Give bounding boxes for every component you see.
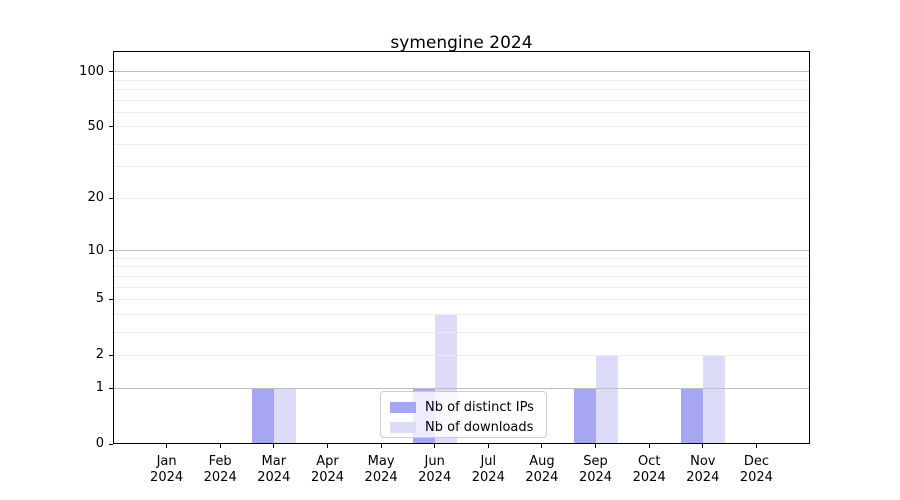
y-tick xyxy=(109,387,113,389)
gridline-minor xyxy=(113,298,810,300)
legend: Nb of distinct IPs Nb of downloads xyxy=(380,391,547,438)
gridline-minor xyxy=(113,331,810,333)
gridline-minor xyxy=(113,354,810,356)
x-tick xyxy=(327,444,328,448)
x-tick-label-jun: Jun 2024 xyxy=(418,454,452,485)
y-tick-label: 50 xyxy=(87,118,104,134)
legend-row-distinct-ips: Nb of distinct IPs xyxy=(390,397,546,417)
x-tick xyxy=(487,444,489,448)
gridline-major xyxy=(113,387,810,389)
x-tick-label-feb: Feb 2024 xyxy=(203,454,237,485)
bar-downloads-mar xyxy=(273,388,296,444)
bar-downloads-nov xyxy=(702,355,725,444)
y-tick xyxy=(109,250,113,251)
x-tick-label-aug: Aug 2024 xyxy=(525,454,559,485)
x-tick-label-oct: Oct 2024 xyxy=(632,454,666,485)
gridline-major xyxy=(113,71,810,73)
gridline-minor xyxy=(113,257,810,259)
x-tick xyxy=(702,444,704,448)
gridline-minor xyxy=(113,79,810,81)
x-tick xyxy=(541,444,543,448)
x-tick xyxy=(166,444,168,448)
x-tick-label-nov: Nov 2024 xyxy=(686,454,720,485)
bar-distinct-ips-sep xyxy=(573,388,596,444)
bar-downloads-sep xyxy=(595,355,618,444)
y-tick-label: 100 xyxy=(79,63,104,79)
legend-row-downloads: Nb of downloads xyxy=(390,417,546,437)
x-tick-label-mar: Mar 2024 xyxy=(257,454,291,485)
x-tick-label-dec: Dec 2024 xyxy=(739,454,773,485)
gridline-minor xyxy=(113,88,810,90)
legend-label-distinct-ips: Nb of distinct IPs xyxy=(425,399,534,415)
y-tick xyxy=(109,298,113,300)
y-tick xyxy=(109,354,113,356)
gridline-minor xyxy=(113,126,810,128)
y-tick xyxy=(109,71,113,73)
y-tick-label: 0 xyxy=(95,436,104,451)
x-tick-label-apr: Apr 2024 xyxy=(310,454,345,485)
x-tick xyxy=(648,444,650,448)
legend-swatch-distinct-ips xyxy=(390,401,416,413)
gridline-minor xyxy=(113,143,810,145)
legend-swatch-downloads xyxy=(390,421,416,433)
chart-title: symengine 2024 xyxy=(390,33,533,53)
y-tick-label: 1 xyxy=(95,380,104,396)
gridline-minor xyxy=(113,166,810,168)
x-tick-label-sep: Sep 2024 xyxy=(578,454,613,485)
x-tick-label-jan: Jan 2024 xyxy=(150,454,184,485)
x-tick xyxy=(273,444,275,448)
y-tick-label: 10 xyxy=(87,242,104,258)
gridline-minor xyxy=(113,286,810,288)
gridline-minor xyxy=(113,275,810,277)
y-tick xyxy=(109,197,113,199)
bar-distinct-ips-nov xyxy=(680,388,703,444)
x-tick-label-may: May 2024 xyxy=(364,454,398,485)
gridline-minor xyxy=(113,266,810,268)
y-tick-label: 2 xyxy=(95,347,104,363)
gridline-major xyxy=(113,250,810,251)
plot-area: 0 1 2 5 10 20 50 100 Jan 2024 Feb 2024 Mar 2024 Apr 202… xyxy=(79,51,810,485)
y-tick-label: 20 xyxy=(87,190,104,206)
y-tick xyxy=(109,443,113,445)
x-tick-label-jul: Jul 2024 xyxy=(471,454,505,485)
gridline-minor xyxy=(113,99,810,101)
x-tick xyxy=(219,444,221,448)
x-tick xyxy=(434,444,436,448)
x-tick xyxy=(755,444,757,448)
gridline-minor xyxy=(113,111,810,113)
gridline-minor xyxy=(113,197,810,199)
y-tick-label: 5 xyxy=(95,291,104,307)
bar-distinct-ips-mar xyxy=(251,388,274,444)
gridline-minor xyxy=(113,313,810,315)
x-tick xyxy=(595,444,596,448)
y-tick xyxy=(109,126,113,128)
x-tick xyxy=(380,444,382,448)
legend-label-downloads: Nb of downloads xyxy=(425,419,534,435)
